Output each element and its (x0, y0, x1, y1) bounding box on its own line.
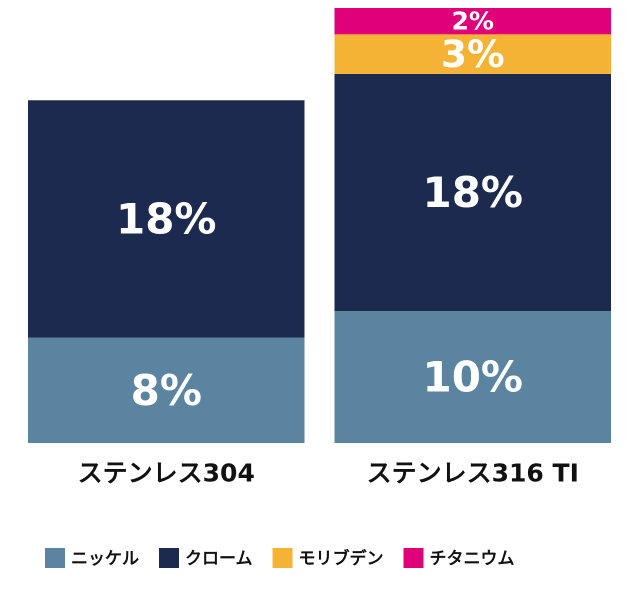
data-label: 18% (422, 168, 523, 217)
bar-segment (334, 311, 611, 443)
data-label: 18% (116, 194, 217, 243)
data-label: 2% (452, 7, 495, 36)
bar-segment (334, 73, 611, 312)
x-tick-label: ステンレス316 TI (367, 459, 579, 488)
bar-segment (334, 34, 611, 74)
bar-segment (334, 8, 611, 35)
data-label: 3% (441, 32, 505, 76)
legend-swatch (159, 548, 179, 568)
bar-segment (28, 100, 305, 338)
legend-label: モリブデン (299, 548, 384, 569)
legend-swatch (403, 548, 424, 568)
legend-label: チタニウム (430, 549, 515, 569)
legend-swatch (272, 548, 293, 568)
data-label: 10% (422, 353, 523, 402)
x-tick-label: ステンレス304 (78, 459, 255, 488)
data-label: 8% (131, 366, 202, 415)
legend-swatch (45, 548, 65, 568)
legend-label: ニッケル (71, 549, 139, 569)
legend-label: クローム (185, 549, 253, 569)
bar-segment (28, 337, 305, 443)
